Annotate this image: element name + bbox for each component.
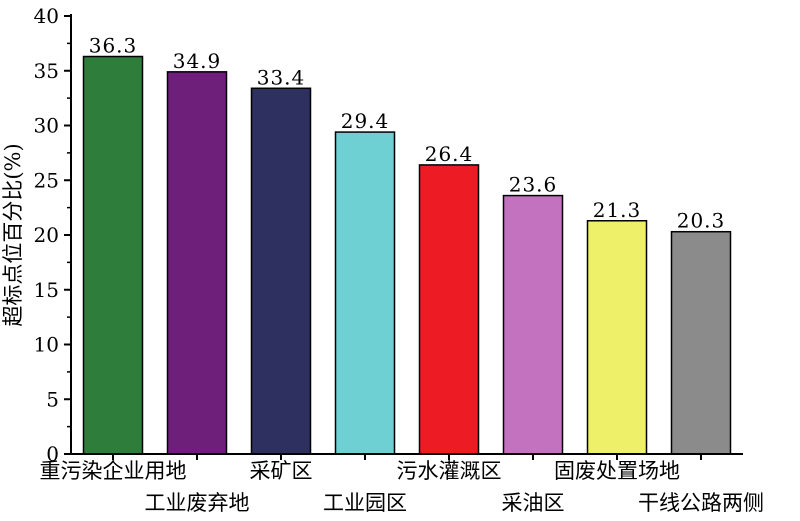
value-label-2: 34.9 <box>173 49 222 73</box>
value-label-1: 36.3 <box>89 34 138 58</box>
category-label-5: 污水灌溉区 <box>397 459 502 483</box>
axes-layer <box>64 14 743 460</box>
bar-7 <box>586 220 648 455</box>
category-label-4: 工业园区 <box>323 491 407 515</box>
category-label-7: 固废处置场地 <box>554 459 680 483</box>
category-label-6: 采油区 <box>502 491 565 515</box>
category-label-2: 工业废弃地 <box>145 491 250 515</box>
y-tick-label-30: 30 <box>34 114 59 138</box>
value-label-7: 21.3 <box>593 198 642 222</box>
value-label-3: 33.4 <box>257 65 306 89</box>
bar-2 <box>166 71 228 455</box>
y-tick-label-10: 10 <box>34 333 59 357</box>
value-label-5: 26.4 <box>425 142 474 166</box>
bar-4 <box>334 131 396 455</box>
value-label-4: 29.4 <box>341 109 390 133</box>
bar-5 <box>418 164 480 455</box>
value-label-6: 23.6 <box>509 173 558 197</box>
bar-3 <box>250 87 312 455</box>
value-label-8: 20.3 <box>677 209 726 233</box>
y-tick-label-40: 40 <box>34 4 59 28</box>
y-tick-label-0: 0 <box>46 442 59 466</box>
category-label-8: 干线公路两侧 <box>638 491 764 515</box>
bar-1 <box>82 55 144 455</box>
y-tick-label-35: 35 <box>34 59 59 83</box>
category-label-3: 采矿区 <box>250 459 313 483</box>
bars-layer <box>82 55 732 455</box>
category-label-1: 重污染企业用地 <box>40 459 187 483</box>
y-tick-label-25: 25 <box>34 168 59 192</box>
y-tick-label-5: 5 <box>46 387 59 411</box>
y-tick-label-15: 15 <box>34 278 59 302</box>
y-tick-label-20: 20 <box>34 223 59 247</box>
labels-layer: 36.3 34.9 33.4 29.4 26.4 23.6 21.3 20.3 重污染企业用地工… <box>1 4 764 515</box>
y-axis-title: 超标点位百分比(%) <box>1 143 25 326</box>
bar-8 <box>670 230 732 455</box>
bar-6 <box>502 194 564 455</box>
